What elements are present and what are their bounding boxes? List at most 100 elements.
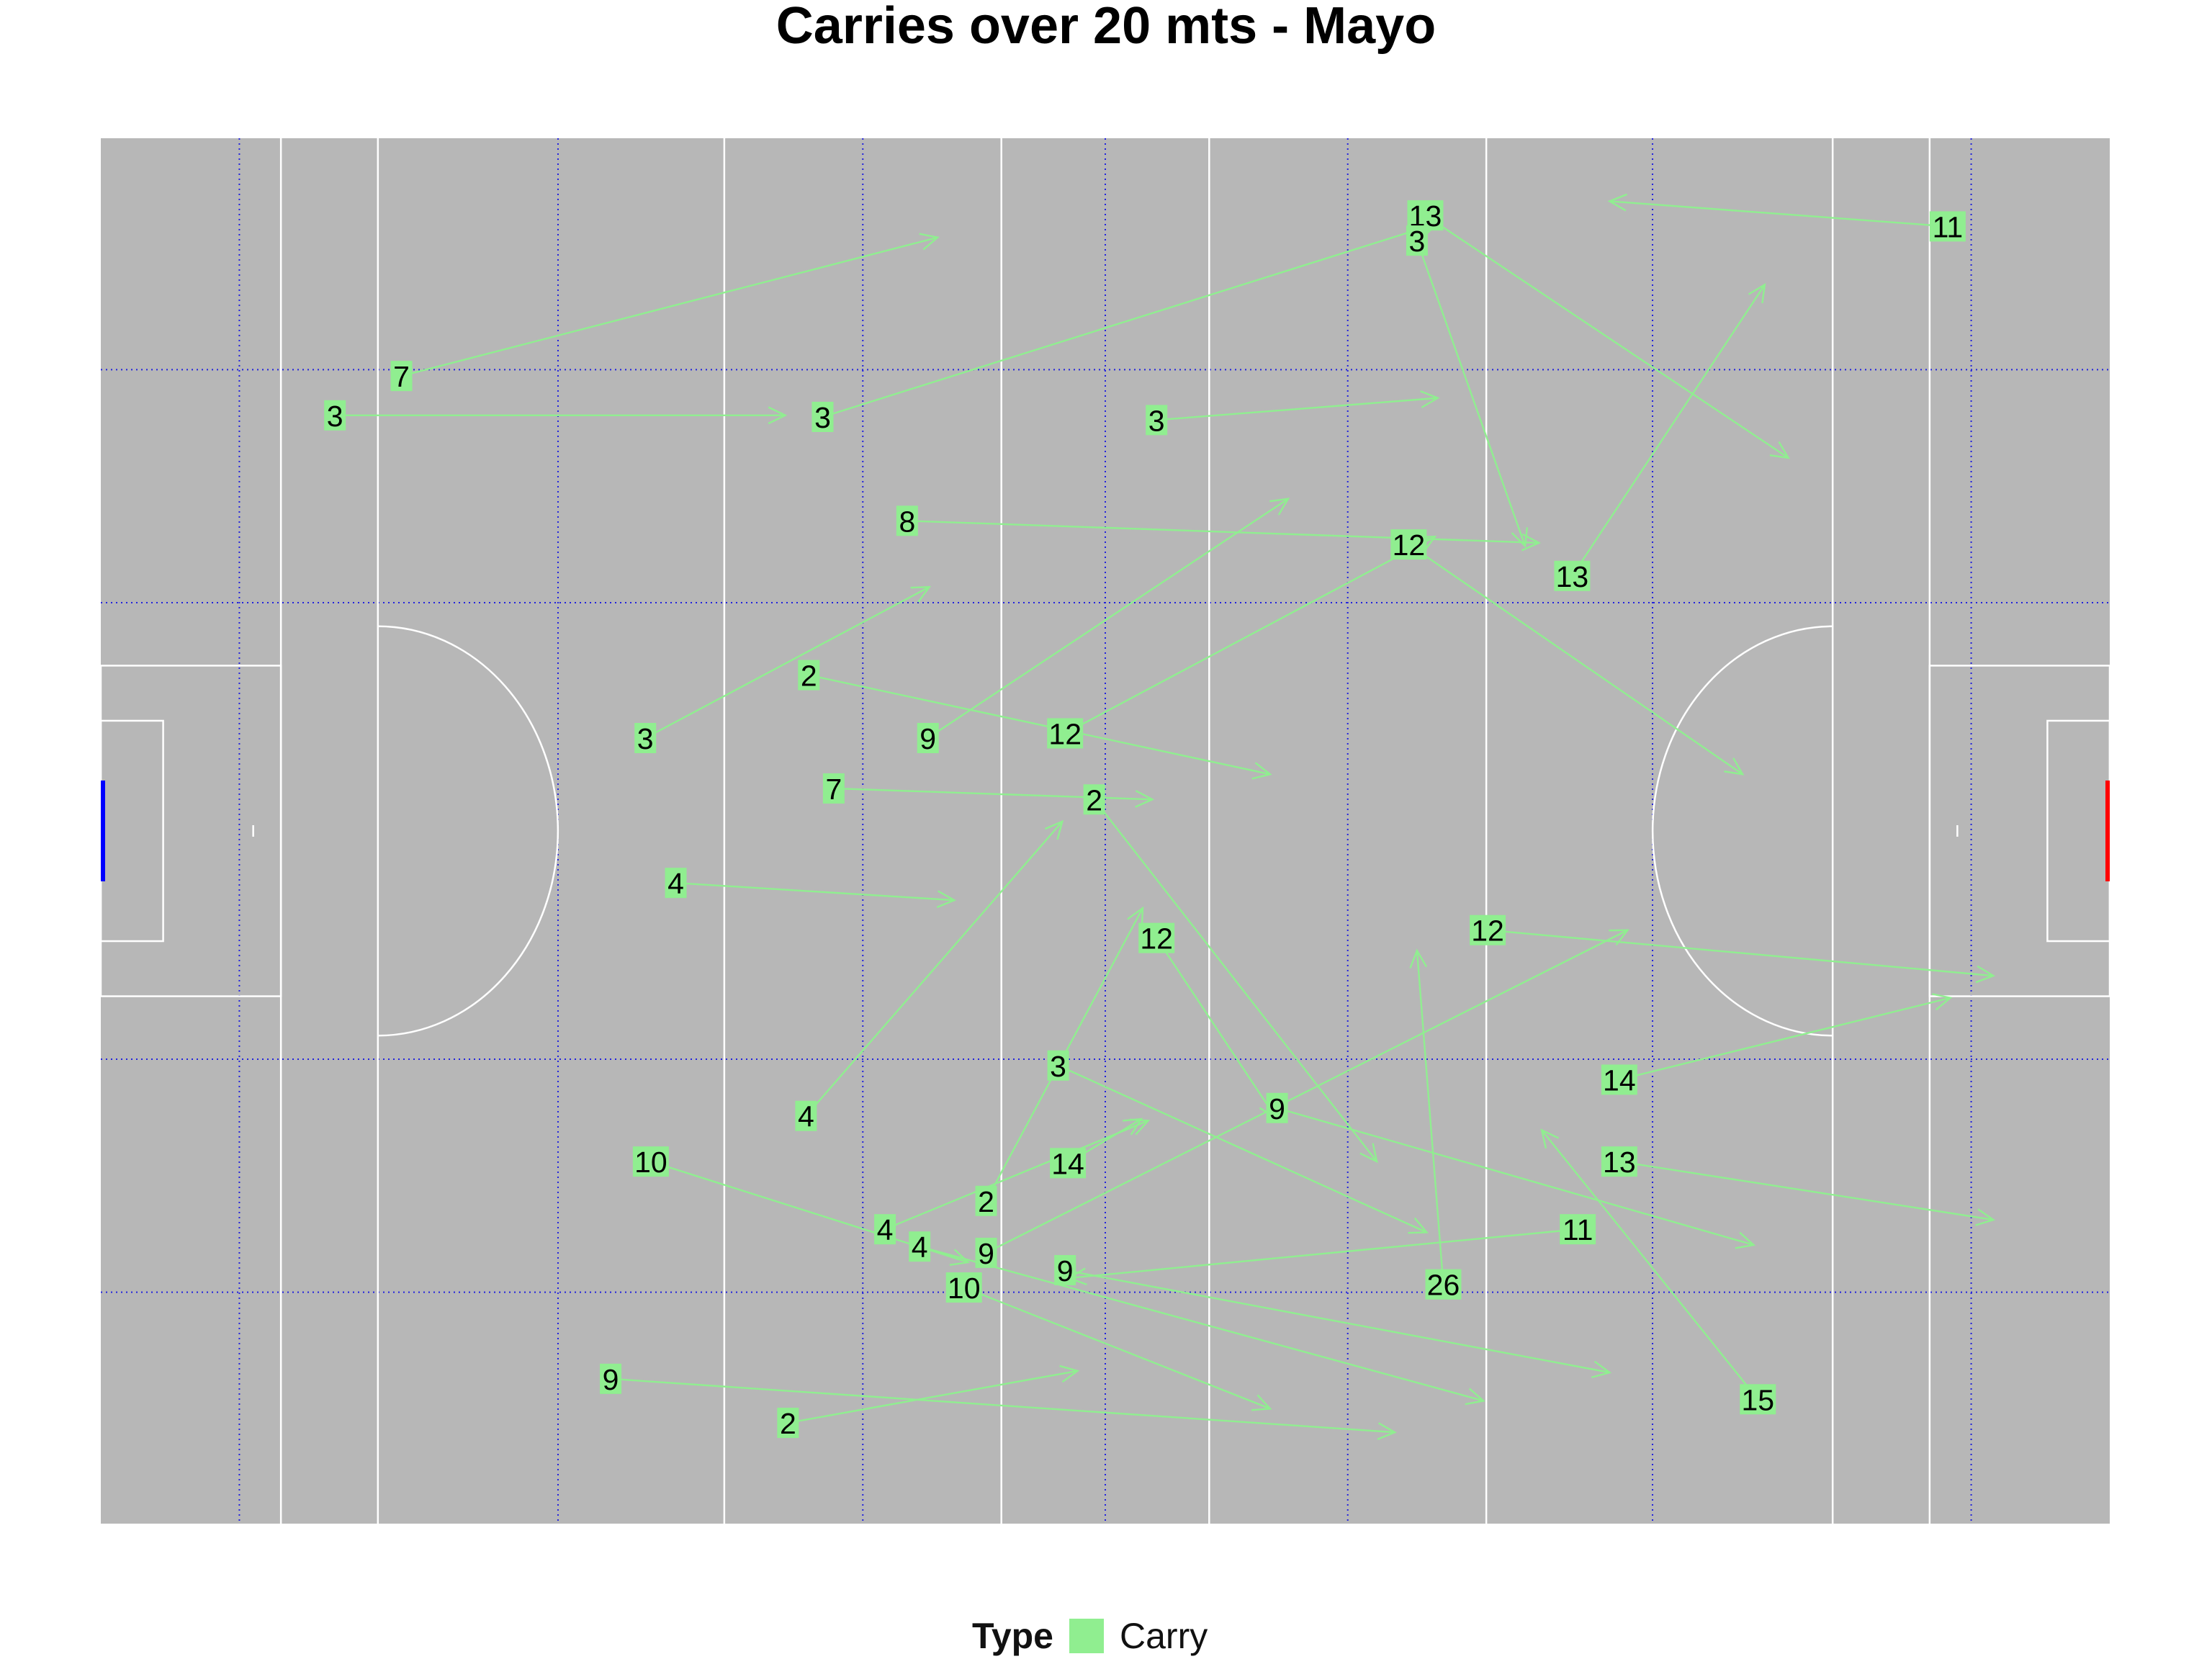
carry-arrowhead (1769, 441, 1790, 459)
carry-arrow (1619, 1160, 1994, 1221)
carry-label: 4 (798, 1100, 814, 1133)
carry-arrowhead (1129, 1118, 1151, 1136)
carry-arrow (1424, 215, 1789, 459)
carry-arrow (1416, 240, 1527, 547)
carry-label: 8 (899, 505, 915, 538)
carry-label-box (634, 723, 657, 754)
carry-label: 14 (1051, 1147, 1084, 1180)
carry-label-box (1425, 1269, 1462, 1300)
carry-arrow (1277, 1107, 1754, 1246)
carry-label-box (665, 868, 687, 899)
carry-label-box (1740, 1384, 1776, 1415)
carry-label: 9 (1269, 1092, 1285, 1125)
carry-label: 4 (877, 1213, 894, 1246)
carry-label-box (1470, 914, 1506, 945)
carry-label-box (1601, 1064, 1637, 1095)
carry-label: 9 (1057, 1254, 1074, 1287)
carry-arrow (1609, 200, 1948, 228)
carry-label: 3 (1148, 404, 1165, 437)
carry-arrowhead (1408, 1217, 1429, 1234)
carry-label: 3 (1409, 225, 1426, 258)
legend-label-carry: Carry (1120, 1616, 1208, 1656)
carry-arrowhead (1127, 906, 1144, 927)
carry-label-box (945, 1272, 982, 1303)
pitch-markings (99, 138, 2111, 1524)
carry-arrow (788, 1370, 1078, 1424)
carry-arrowhead (1735, 1231, 1756, 1249)
carry-label: 2 (780, 1407, 796, 1440)
carry-label-box (1406, 225, 1428, 256)
carry-label: 9 (920, 722, 936, 755)
carry-label: 7 (825, 773, 842, 806)
carry-label: 12 (1048, 717, 1082, 750)
carry-arrowhead (1377, 1422, 1397, 1440)
carry-label-box (324, 400, 346, 431)
carry-label-box (1554, 560, 1591, 591)
carry-arrowhead (1521, 533, 1542, 552)
carry-arrowhead (768, 406, 788, 425)
carry-arrow (985, 929, 1628, 1254)
carry-arrowhead (936, 890, 957, 909)
carry-label-box (1929, 211, 1966, 242)
carry-label: 2 (801, 660, 817, 693)
carry-arrowhead (1135, 790, 1155, 808)
carry-label: 12 (1140, 922, 1173, 956)
carry-label-box (1601, 1146, 1637, 1177)
carry-label-box (1083, 784, 1105, 815)
carry-label: 15 (1741, 1383, 1774, 1416)
carry-arrow (822, 222, 1439, 418)
carry-arrowhead (1591, 1360, 1612, 1379)
carry-label-box (1050, 1148, 1087, 1179)
carry-arrowhead (1044, 819, 1064, 840)
carry-label-box (822, 773, 845, 804)
carry-label-box (798, 660, 820, 691)
carry-label: 4 (667, 867, 684, 900)
carry-label: 2 (1086, 783, 1102, 817)
carry-arrow (644, 586, 930, 739)
carry-arrow (963, 1286, 1271, 1410)
carry-label-box (632, 1146, 669, 1177)
carry-arrowhead (919, 233, 940, 251)
carry-label: 4 (912, 1231, 928, 1264)
carry-label: 3 (814, 401, 831, 434)
carry-arrow (1156, 397, 1438, 421)
legend: Type Carry (972, 1613, 1208, 1659)
carry-label: 11 (1933, 210, 1964, 243)
carry-arrowhead (1975, 965, 1996, 984)
carry-arrowhead (1059, 1364, 1080, 1383)
carry-label: 13 (1603, 1146, 1636, 1179)
carry-arrow (1069, 1228, 1578, 1280)
carry-arrow (1416, 950, 1444, 1285)
carry-label-box (795, 1100, 817, 1131)
carry-label: 9 (603, 1363, 619, 1396)
carry-arrowhead (1540, 1128, 1560, 1149)
carry-arrow (884, 1120, 1149, 1231)
carry-label-box (600, 1363, 622, 1394)
carry-label-box (909, 1231, 931, 1262)
carry-arrow (1156, 938, 1277, 1118)
carry-arrow (805, 821, 1064, 1117)
carry-label-box (917, 723, 939, 754)
carry-arrowhead (1409, 948, 1428, 968)
carry-arrowhead (1269, 498, 1290, 516)
carry-label-box (1047, 1050, 1069, 1081)
carry-label-box (896, 505, 918, 536)
carry-label-box (1047, 718, 1084, 749)
carry-arrow (1619, 997, 1951, 1081)
grid-lines (101, 138, 2110, 1524)
carry-label: 26 (1427, 1269, 1460, 1302)
carry-arrow (1571, 284, 1766, 577)
carry-arrowhead (1609, 929, 1629, 946)
carry-label: 2 (978, 1185, 994, 1218)
carry-label: 3 (327, 400, 343, 433)
arc-right (1651, 625, 1833, 1037)
carry-arrowhead (1975, 1208, 1996, 1226)
carry-label-box (975, 1185, 997, 1216)
carry-arrow (919, 1246, 1484, 1402)
carry-label-box (1560, 1214, 1596, 1245)
carry-label-box (1054, 1254, 1076, 1285)
carry-arrowhead (1724, 757, 1745, 775)
carry-label-box (1138, 922, 1175, 953)
carry-arrowhead (949, 1249, 971, 1266)
